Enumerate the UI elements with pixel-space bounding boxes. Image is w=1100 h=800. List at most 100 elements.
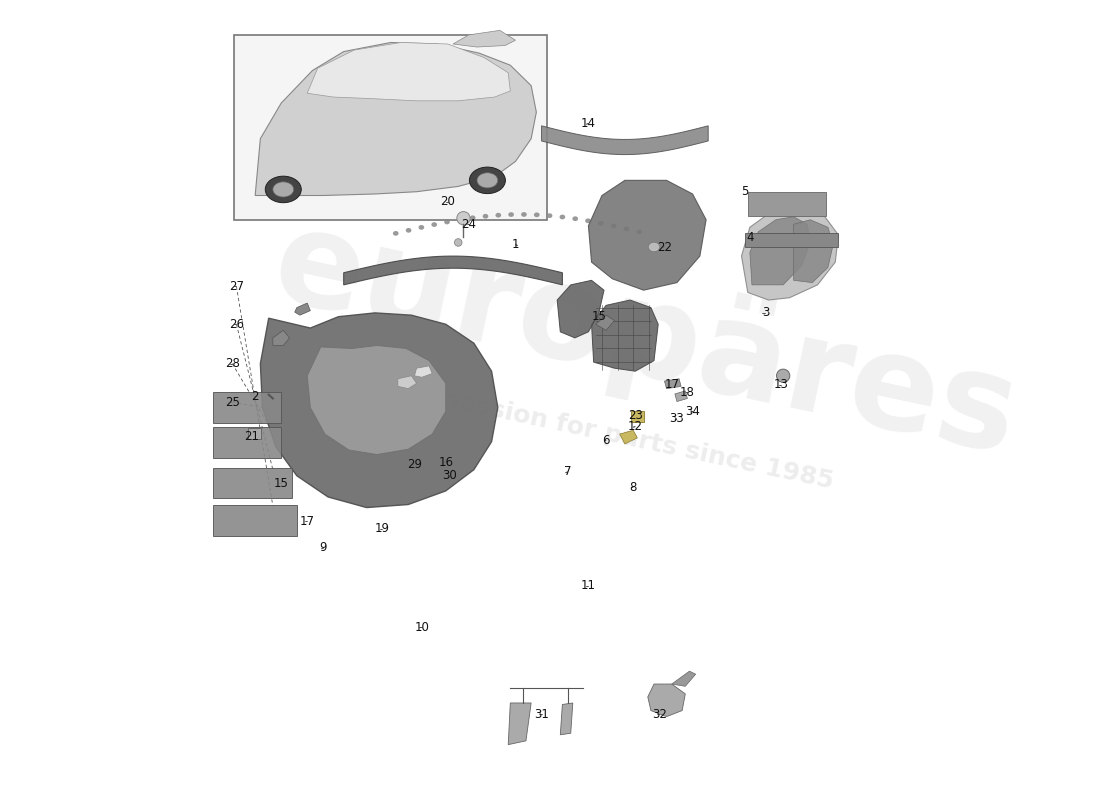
Text: 30: 30 [442,470,458,482]
Polygon shape [648,684,685,717]
Text: 16: 16 [438,456,453,469]
Polygon shape [741,209,838,300]
Polygon shape [560,703,573,734]
Ellipse shape [495,213,502,218]
Text: 3: 3 [762,306,769,319]
Polygon shape [558,280,604,338]
Polygon shape [307,346,446,454]
Polygon shape [261,313,498,507]
Polygon shape [307,42,510,101]
Polygon shape [672,671,695,686]
Text: a passion for parts since 1985: a passion for parts since 1985 [414,382,836,494]
Bar [234,35,547,220]
Bar [213,426,282,458]
Ellipse shape [508,212,514,217]
Text: 32: 32 [652,708,667,721]
Ellipse shape [610,223,616,228]
Ellipse shape [477,173,498,188]
Bar [213,505,297,536]
Text: 33: 33 [670,413,684,426]
Text: 15: 15 [592,310,606,323]
Polygon shape [750,217,811,285]
Text: 2: 2 [252,390,258,402]
Polygon shape [592,300,658,371]
Ellipse shape [560,214,565,219]
Text: 28: 28 [224,357,240,370]
Text: 29: 29 [407,458,422,471]
Polygon shape [343,256,562,285]
Ellipse shape [534,213,540,217]
Bar [748,192,826,216]
Ellipse shape [456,218,463,222]
Ellipse shape [431,222,437,227]
Polygon shape [596,315,615,330]
Text: 9: 9 [319,541,327,554]
Ellipse shape [265,176,301,202]
Ellipse shape [648,242,660,252]
Text: 24: 24 [461,218,476,230]
Ellipse shape [444,220,450,224]
Polygon shape [619,430,637,444]
Text: 19: 19 [375,522,389,535]
Polygon shape [453,30,516,47]
Ellipse shape [572,216,578,221]
Text: 8: 8 [629,481,637,494]
Polygon shape [793,220,833,282]
Text: 7: 7 [564,466,571,478]
Ellipse shape [454,238,462,246]
Bar [213,393,282,422]
Bar [745,234,838,247]
Ellipse shape [470,215,475,220]
Ellipse shape [598,221,604,226]
Text: 12: 12 [628,420,642,433]
Text: 14: 14 [581,117,596,130]
Text: 13: 13 [773,378,789,391]
Bar [631,411,645,422]
Polygon shape [295,303,310,315]
Text: 11: 11 [581,579,596,592]
Ellipse shape [521,212,527,217]
Ellipse shape [547,214,552,218]
Polygon shape [541,126,708,154]
Polygon shape [588,180,706,290]
Ellipse shape [406,228,411,233]
Text: 18: 18 [680,386,695,399]
Text: 10: 10 [415,621,429,634]
Polygon shape [415,366,432,378]
Polygon shape [664,378,681,389]
Text: 27: 27 [229,280,244,293]
Text: 21: 21 [244,430,260,443]
Text: 23: 23 [628,409,642,422]
Bar [248,428,261,439]
Polygon shape [675,391,688,402]
Ellipse shape [585,218,591,223]
Text: 22: 22 [657,241,672,254]
Text: 15: 15 [274,477,288,490]
Ellipse shape [483,214,488,218]
Text: 25: 25 [224,396,240,409]
Bar [213,468,292,498]
Polygon shape [508,703,531,745]
Polygon shape [398,376,417,389]
Text: 6: 6 [603,434,609,446]
Text: 5: 5 [741,186,748,198]
Text: 4: 4 [746,230,754,244]
Ellipse shape [470,167,505,194]
Text: 17: 17 [299,514,315,528]
Ellipse shape [637,230,642,234]
Text: 20: 20 [440,195,455,208]
Polygon shape [273,330,289,346]
Text: 26: 26 [229,318,244,330]
Ellipse shape [393,231,398,236]
Text: europäres: europäres [263,198,1028,481]
Text: 1: 1 [512,238,519,251]
Ellipse shape [273,182,294,197]
Text: 17: 17 [664,378,679,391]
Polygon shape [255,42,537,195]
Ellipse shape [777,369,790,382]
Ellipse shape [456,211,470,225]
Text: 34: 34 [685,405,700,418]
Ellipse shape [624,226,629,231]
Text: 31: 31 [535,708,549,721]
Ellipse shape [419,225,425,230]
